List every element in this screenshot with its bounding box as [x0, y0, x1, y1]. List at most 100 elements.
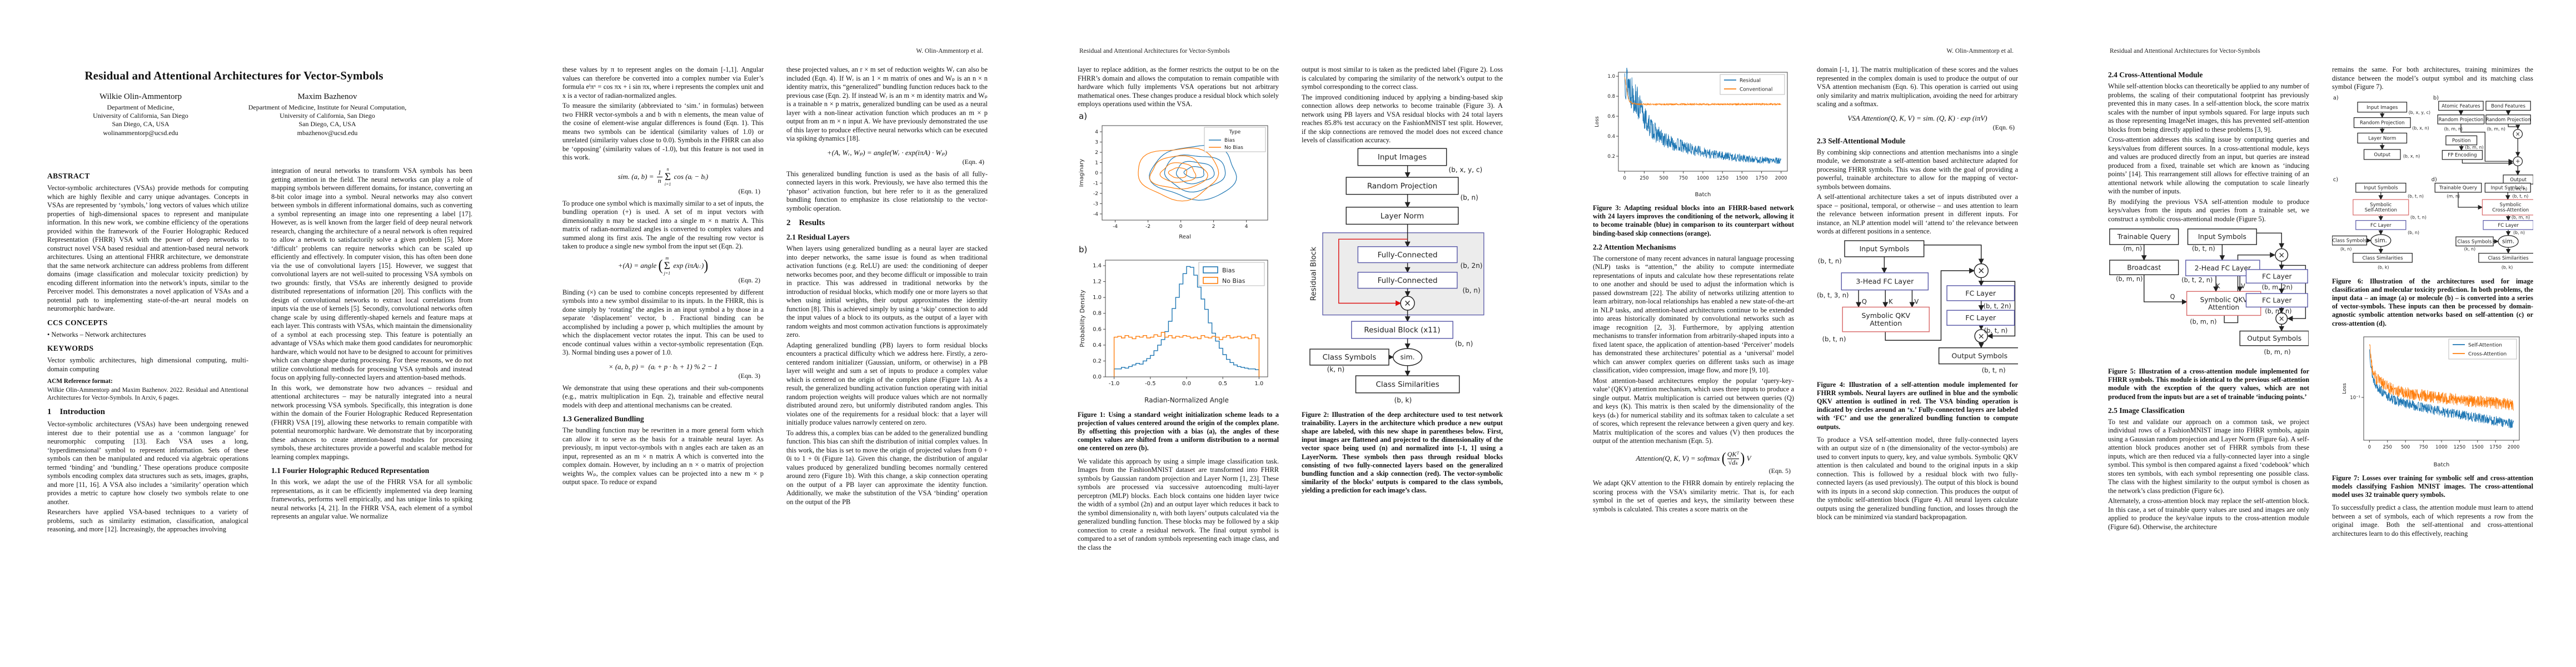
svg-text:0.8: 0.8: [1607, 94, 1615, 99]
svg-text:0.2: 0.2: [1607, 154, 1615, 160]
equation-paren: (: [658, 257, 663, 274]
equation-paren: (: [1721, 450, 1726, 467]
equation-tag: (Eqn. 2): [738, 276, 760, 284]
svg-text:1: 1: [1095, 160, 1098, 166]
author-block: Maxim Bazhenov Department of Medicine, In…: [234, 92, 421, 137]
paragraph: To produce a VSA self-attention model, t…: [1817, 435, 2018, 521]
svg-text:1750: 1750: [1756, 176, 1768, 181]
svg-text:(b, t, n): (b, t, n): [2192, 245, 2215, 252]
svg-text:(b, m, n): (b, m, n): [2465, 145, 2483, 150]
svg-text:-2: -2: [1145, 224, 1150, 230]
svg-text:Random Projection: Random Projection: [1367, 182, 1437, 191]
paragraph: A self-attentional architecture takes a …: [1817, 193, 2018, 235]
svg-text:(b, m, n): (b, m, n): [2265, 308, 2291, 315]
paragraph: these values by π to represent angles on…: [562, 66, 764, 99]
svg-text:(b, n): (b, n): [1462, 286, 1480, 294]
svg-text:Bias: Bias: [1224, 138, 1235, 143]
svg-text:2-Head FC Layer: 2-Head FC Layer: [2195, 264, 2251, 272]
svg-text:sim.: sim.: [1401, 352, 1415, 361]
svg-text:250: 250: [1640, 176, 1648, 181]
svg-text:(b, t, n): (b, t, n): [1984, 326, 2008, 334]
paragraph: To address this, a complex bias can be a…: [786, 429, 988, 506]
svg-text:(b, n): (b, n): [2408, 230, 2419, 235]
svg-text:1750: 1750: [2489, 445, 2502, 450]
svg-text:0.4: 0.4: [1607, 134, 1615, 140]
paragraph: these projected values, an r × m set of …: [786, 66, 988, 142]
author-affiliation: University of California, San Diego: [280, 112, 375, 120]
equation-text: sim. (a, b) =: [617, 172, 656, 181]
sum-upper: n: [666, 166, 669, 172]
figure-caption: Figure 7: Losses over training for symbo…: [2332, 474, 2533, 499]
svg-text:2: 2: [1212, 224, 1215, 230]
paragraph: To test and validate our approach on a c…: [2108, 417, 2309, 495]
svg-text:Batch: Batch: [2434, 462, 2450, 468]
fig2-diagram: Input Images Random Projection Layer Norm F…: [1309, 147, 1484, 404]
svg-text:(b, k): (b, k): [1394, 396, 1412, 404]
svg-text:-3: -3: [1093, 201, 1098, 207]
subsection-heading: 1.3 Generalized Bundling: [562, 415, 644, 423]
figure-fig2: Input Images Random Projection Layer Norm F…: [1302, 147, 1503, 409]
paragraph: layer to replace addition, as the former…: [1078, 66, 1279, 108]
svg-text:(b, k): (b, k): [2378, 265, 2389, 270]
svg-text:2000: 2000: [2508, 445, 2520, 450]
equation-text: × (a, b, p) = (aᵢ + p · bᵢ + 1) % 2 − 1: [608, 362, 718, 371]
svg-text:1500: 1500: [1736, 176, 1748, 181]
svg-text:4: 4: [1245, 224, 1248, 230]
svg-text:×: ×: [1977, 265, 1985, 276]
page-4: W. Olin-Ammentorp et al. 0 250 500 750 1000 12…: [1546, 0, 2061, 667]
equation-text: +(A, Wᵣ, Wₚ) = angle(Wᵣ · exp(iπA) · Wₚ): [826, 148, 948, 157]
page-2: W. Olin-Ammentorp et al. these values by …: [515, 0, 1030, 667]
paragraph: We demonstrate that using these operatio…: [562, 384, 764, 409]
svg-text:Random Projection: Random Projection: [2486, 117, 2531, 122]
equation-tag: (Eqn. 3): [738, 371, 760, 380]
svg-text:Self-Attention: Self-Attention: [2468, 342, 2502, 348]
paragraph: To successfully predict a class, the att…: [2332, 504, 2533, 537]
svg-text:Atomic Features: Atomic Features: [2442, 103, 2480, 109]
equation-tag: (Eqn. 5): [1768, 467, 1791, 475]
front-matter-heading: KEYWORDS: [47, 344, 94, 352]
svg-text:Class Symbols: Class Symbols: [2332, 238, 2366, 243]
equation-tag: (Eqn. 6): [1992, 123, 2015, 131]
svg-text:750: 750: [2419, 445, 2428, 450]
paragraph: To produce one symbol which is maximally…: [562, 199, 764, 251]
svg-text:0: 0: [2368, 445, 2371, 450]
figure-fig3: 0 250 500 750 1000 1250 1500 1750 2000 0.2 0.4 0.6 0…: [1593, 66, 1794, 202]
svg-text:(b, x, y, c): (b, x, y, c): [1449, 166, 1483, 173]
acm-reference-text: Wilkie Olin-Ammentorp and Maxim Bazhenov…: [47, 387, 248, 401]
svg-text:-0.5: -0.5: [1145, 381, 1156, 387]
svg-text:×: ×: [2278, 251, 2285, 260]
svg-text:(b, t, n): (b, t, n): [1982, 366, 2006, 374]
subsection-heading: 2.3 Self-Attentional Module: [1817, 136, 1906, 145]
svg-text:Input Images: Input Images: [2366, 104, 2398, 110]
svg-text:1.0: 1.0: [1093, 295, 1102, 301]
svg-text:Output Symbols: Output Symbols: [2247, 335, 2301, 342]
svg-text:10⁻¹: 10⁻¹: [2350, 395, 2360, 401]
svg-text:0.0: 0.0: [1182, 381, 1191, 387]
svg-text:-1: -1: [1093, 181, 1098, 186]
svg-text:(b, x, n): (b, x, n): [2403, 153, 2420, 158]
author-affiliation: University of California, San Diego: [93, 112, 188, 120]
fraction-denominator: n: [656, 176, 662, 185]
svg-text:1.4: 1.4: [1093, 263, 1102, 269]
author-affiliation: Department of Medicine,: [107, 103, 175, 111]
svg-text:Output Symbols: Output Symbols: [1952, 351, 2008, 360]
paragraph: By combining skip connections and attent…: [1817, 148, 2018, 191]
author-email: mbazhenov@ucsd.edu: [297, 129, 358, 137]
figure-fig6: Input Images Random Projection Layer Norm O…: [2332, 94, 2533, 275]
paragraph: remains the same. For both architectures…: [2332, 66, 2533, 91]
svg-text:1250: 1250: [1716, 176, 1728, 181]
svg-text:Input Symbols: Input Symbols: [2491, 185, 2525, 191]
subsection-heading: 2.4 Cross-Attentional Module: [2108, 71, 2203, 79]
svg-text:500: 500: [2401, 445, 2410, 450]
column-2: these projected values, an r × m set of …: [786, 66, 988, 634]
sigma-symbol: Σ: [665, 171, 671, 183]
svg-text:Class Similarities: Class Similarities: [2488, 255, 2529, 261]
svg-text:(b, k): (b, k): [2502, 265, 2513, 270]
figure-fig4: Input Symbols 3-Head FC Layer Symbolic QKV…: [1817, 238, 2018, 379]
svg-text:(b, m, 2n): (b, m, 2n): [2262, 284, 2293, 291]
fraction-denominator: √dₖ: [1727, 458, 1740, 466]
svg-text:Output: Output: [2510, 177, 2527, 182]
equation-tag: (Eqn. 1): [738, 187, 760, 195]
